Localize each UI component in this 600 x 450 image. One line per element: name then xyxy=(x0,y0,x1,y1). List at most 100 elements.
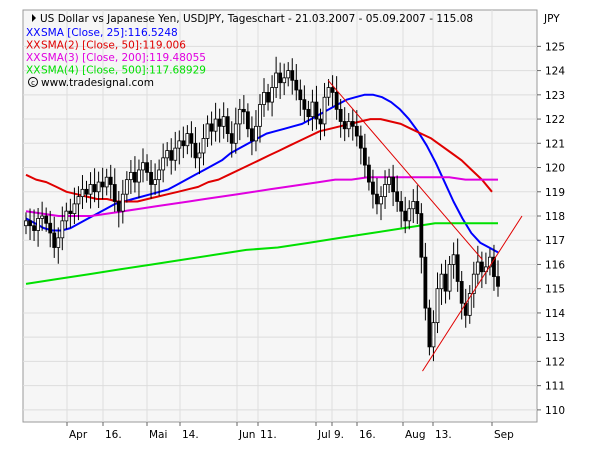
candle xyxy=(496,260,500,297)
candle xyxy=(278,62,283,99)
candle xyxy=(383,170,387,209)
candle xyxy=(173,131,178,171)
candle xyxy=(270,75,274,117)
candle xyxy=(68,198,73,228)
candle xyxy=(274,56,279,98)
candle xyxy=(56,227,61,264)
y-tick-label: 111 xyxy=(545,381,565,393)
candle xyxy=(492,244,496,291)
x-tick-label: 14. xyxy=(182,429,199,441)
candle xyxy=(116,191,121,228)
candle xyxy=(306,100,311,126)
candle xyxy=(197,142,202,175)
y-tick-label: 110 xyxy=(545,405,565,417)
sma-500-line xyxy=(25,222,498,285)
y-tick-label: 118 xyxy=(545,211,565,223)
candle xyxy=(350,109,355,141)
candle xyxy=(112,168,117,212)
y-axis-tick-labels: 110 111 112 113 114 115 116 117 118 119 120 121 122 1… xyxy=(537,41,565,417)
candle xyxy=(233,107,238,154)
candle xyxy=(310,89,315,131)
candle xyxy=(44,207,49,232)
y-tick-label: 117 xyxy=(545,235,565,247)
trend-line xyxy=(327,79,483,260)
candle xyxy=(387,168,391,193)
candle xyxy=(447,255,452,300)
y-tick-label: 124 xyxy=(545,66,565,78)
candle xyxy=(149,160,153,199)
trend-lines xyxy=(327,79,523,372)
candle xyxy=(375,177,379,215)
candle xyxy=(217,108,222,143)
legend-item: XX SMA(3) [Close, 200]:119.48055 xyxy=(26,52,206,64)
copyright-icon: c xyxy=(28,77,38,87)
candle xyxy=(185,125,190,155)
x-tick-label: 16. xyxy=(359,429,376,441)
candle xyxy=(290,58,295,95)
candle xyxy=(128,160,133,194)
candle xyxy=(342,107,347,142)
source-label: www.tradesignal.com xyxy=(41,77,154,89)
candle xyxy=(64,202,69,230)
x-tick-label: 13. xyxy=(435,429,452,441)
candle xyxy=(358,125,363,165)
candle xyxy=(40,201,45,231)
candle xyxy=(165,142,170,167)
candle xyxy=(427,299,432,356)
x-tick-label: Mai xyxy=(149,429,167,441)
y-tick-label: 115 xyxy=(545,284,565,296)
candle xyxy=(334,76,339,120)
y-tick-label: 121 xyxy=(545,138,565,150)
trend-line xyxy=(422,215,523,372)
candle xyxy=(318,108,323,141)
candle xyxy=(80,175,85,209)
x-tick-label: Apr xyxy=(69,429,88,441)
y-tick-label: 125 xyxy=(545,41,565,53)
candle xyxy=(177,130,182,165)
candle xyxy=(367,156,371,191)
candle xyxy=(100,167,105,200)
candle xyxy=(245,103,250,138)
moving-average-lines xyxy=(25,93,499,285)
candle xyxy=(423,242,428,321)
candle xyxy=(84,180,89,203)
candle xyxy=(395,175,400,212)
candle xyxy=(193,127,198,169)
candle xyxy=(403,196,408,234)
candle xyxy=(28,208,32,240)
candle xyxy=(161,143,166,183)
candle xyxy=(120,179,125,224)
candle xyxy=(88,172,93,209)
candle xyxy=(133,156,137,193)
candle xyxy=(145,154,149,181)
y-tick-label: 119 xyxy=(545,187,565,199)
chart-title: US Dollar vs Japanese Yen, USDJPY, Tages… xyxy=(40,13,473,25)
candle xyxy=(153,163,157,195)
candle xyxy=(76,186,81,221)
candle xyxy=(419,203,424,274)
candle xyxy=(467,285,472,324)
candle xyxy=(262,78,266,117)
x-tick-label: 11. xyxy=(260,429,277,441)
candle xyxy=(221,102,226,139)
candle xyxy=(60,206,65,251)
currency-label: JPY xyxy=(543,13,560,25)
candle xyxy=(399,191,404,228)
sma-200-line xyxy=(25,176,498,217)
y-tick-label: 113 xyxy=(545,332,565,344)
candle xyxy=(362,133,367,178)
x-tick-label: 16. xyxy=(105,429,122,441)
candle xyxy=(459,271,464,320)
candle xyxy=(237,98,242,141)
candle xyxy=(379,186,383,221)
candle xyxy=(326,79,331,106)
candle xyxy=(443,259,448,304)
y-tick-label: 116 xyxy=(545,259,565,271)
candle xyxy=(371,169,375,209)
legend-item: XX SMA [Close, 25]:116.5248 xyxy=(26,27,178,39)
candle xyxy=(205,115,210,147)
candle xyxy=(229,121,234,158)
candle xyxy=(479,251,484,288)
